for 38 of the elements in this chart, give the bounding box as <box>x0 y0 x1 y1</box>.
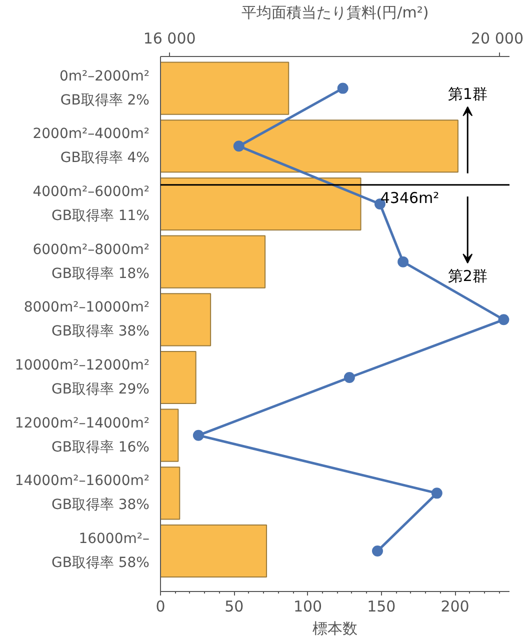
y-tick-label: 6000m²–8000m² GB取得率 18% <box>32 242 150 282</box>
x2-tick-label: 16 000 <box>143 30 196 48</box>
point <box>498 314 510 326</box>
x-tick-label: 100 <box>293 598 322 616</box>
point <box>192 430 204 441</box>
x2-axis-title: 平均面積当たり賃料(円/m²) <box>241 4 429 22</box>
annotation: 第2群 <box>448 266 488 285</box>
x2-tick-label: 20 000 <box>471 30 523 48</box>
bar <box>160 524 268 578</box>
x-tick-label: 50 <box>224 598 244 616</box>
y-tick-label: 0m²–2000m² GB取得率 2% <box>59 68 150 108</box>
bar <box>160 408 179 462</box>
x-tick-label: 150 <box>367 598 396 616</box>
y-tick-label: 8000m²–10000m² GB取得率 38% <box>24 300 150 340</box>
point <box>233 140 244 152</box>
y-tick-label: 10000m²–12000m² GB取得率 29% <box>14 358 150 398</box>
point <box>337 82 348 94</box>
bar <box>160 62 290 115</box>
bar <box>160 177 362 231</box>
annotation: 第1群 <box>448 84 488 103</box>
y-tick-label: 16000m²– GB取得率 58% <box>51 531 150 572</box>
x-tick-label: 0 <box>156 598 166 616</box>
point <box>372 546 383 557</box>
y-tick-label: 12000m²–14000m² GB取得率 16% <box>14 415 150 456</box>
point <box>398 256 409 268</box>
bar <box>160 293 212 346</box>
point <box>344 372 355 383</box>
y-tick-label: 2000m²–4000m² GB取得率 4% <box>32 126 150 166</box>
bar <box>160 120 458 173</box>
ref-line-label: 4346m² <box>380 188 440 207</box>
x-axis-title: 標本数 <box>312 620 358 638</box>
point <box>431 488 442 499</box>
bar <box>160 466 180 520</box>
y-tick-label: 14000m²–16000m² GB取得率 38% <box>14 473 150 514</box>
x-tick-label: 200 <box>440 598 470 616</box>
bar <box>160 350 196 404</box>
y-tick-label: 4000m²–6000m² GB取得率 11% <box>32 184 150 224</box>
bar <box>160 235 266 288</box>
